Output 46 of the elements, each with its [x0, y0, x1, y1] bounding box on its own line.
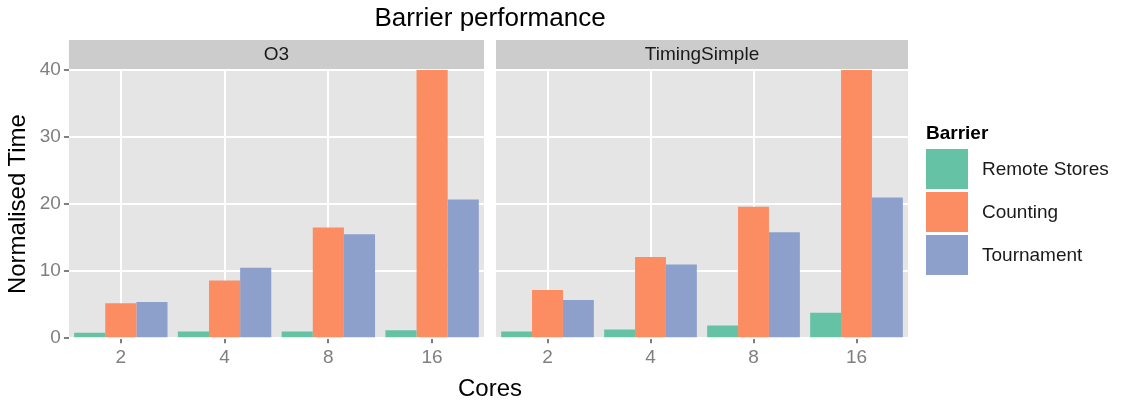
y-tick-label: 20	[39, 192, 61, 214]
y-tick-label: 30	[39, 125, 61, 147]
bar	[240, 267, 272, 338]
bar	[209, 280, 241, 338]
bar	[562, 299, 594, 338]
bar	[665, 264, 697, 338]
bar	[810, 312, 842, 338]
bar	[635, 257, 666, 338]
bar	[841, 70, 872, 338]
y-tick-label: 0	[50, 326, 61, 348]
legend-title: Barrier	[926, 122, 990, 144]
legend-label: Counting	[982, 201, 1059, 223]
x-tick-label: 4	[219, 345, 231, 367]
bar	[416, 70, 448, 338]
bar	[768, 232, 800, 338]
bar	[74, 332, 106, 338]
bar	[501, 331, 533, 338]
y-axis-title: Normalised Time	[3, 114, 31, 295]
bar	[447, 199, 479, 338]
x-tick-label: 16	[421, 345, 443, 367]
bar	[604, 329, 636, 338]
legend-label: Remote Stores	[982, 158, 1109, 180]
bar	[532, 289, 563, 338]
y-tick-label: 40	[39, 58, 61, 80]
bar	[136, 301, 168, 338]
bar	[343, 234, 376, 338]
bar	[738, 206, 769, 338]
chart-title: Barrier performance	[373, 1, 607, 34]
x-axis-title: Cores	[457, 374, 523, 402]
chart-subtitle: O3	[263, 43, 290, 65]
x-tick-label: 2	[115, 345, 127, 367]
bar	[281, 331, 313, 338]
x-tick-label: 2	[542, 345, 553, 367]
x-tick-label: 8	[748, 345, 759, 367]
x-tick-label: 4	[645, 345, 657, 367]
legend-label: Tournament	[982, 244, 1083, 266]
chart-title: TimingSimple	[644, 43, 760, 65]
x-tick-label: 8	[323, 345, 334, 367]
bar	[177, 331, 210, 338]
bar	[312, 227, 344, 338]
y-tick-label: 10	[39, 259, 61, 281]
bar	[105, 303, 137, 338]
x-tick-label: 16	[845, 345, 868, 367]
bar	[385, 330, 417, 338]
bar	[871, 197, 903, 338]
bar	[707, 325, 739, 338]
